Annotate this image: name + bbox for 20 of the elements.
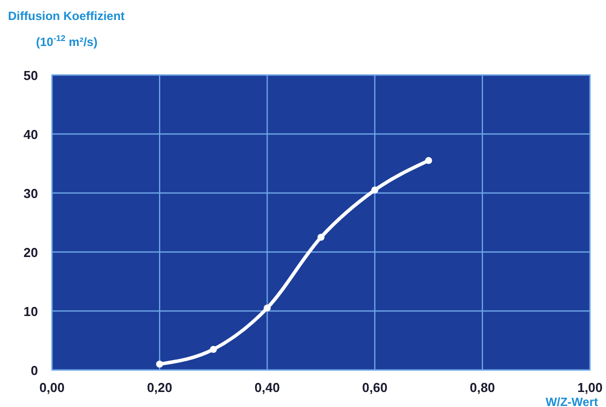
y-tick-label: 40: [24, 127, 38, 142]
point: [156, 360, 164, 368]
x-tick-label: 0,80: [470, 380, 496, 395]
point: [210, 346, 217, 353]
x-tick-label: 0,40: [254, 380, 280, 395]
point: [318, 234, 324, 241]
point: [371, 186, 378, 194]
y-tick-label: 10: [24, 304, 38, 319]
y-tick-label: 20: [24, 245, 38, 260]
point: [425, 157, 432, 164]
x-tick-label: 0,60: [362, 380, 388, 395]
x-tick-label: 0,00: [39, 380, 65, 395]
y-tick-label: 0: [30, 363, 38, 378]
y-tick-label: 30: [24, 186, 38, 201]
x-tick-label: 1,00: [577, 380, 603, 395]
point: [264, 304, 271, 312]
x-axis-title: W/Z-Wert: [546, 395, 598, 407]
y-axis-title: Diffusion Koeffizient (10$^{-12}$ m²/s): [8, 9, 125, 49]
x-tick-label: 0,20: [146, 380, 172, 395]
y-tick-label: 50: [24, 68, 38, 83]
